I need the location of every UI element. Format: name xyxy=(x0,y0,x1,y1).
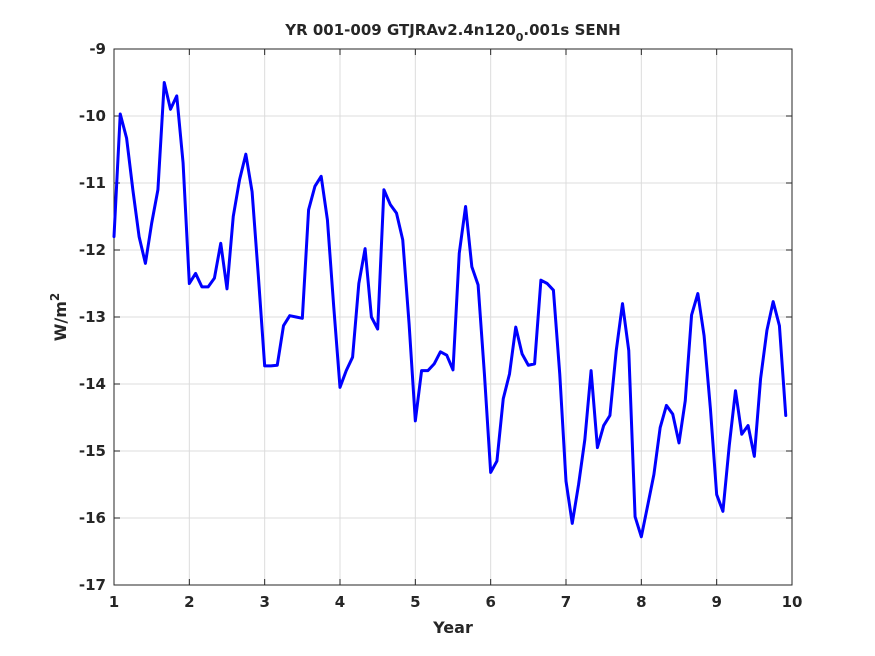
y-tick-label: -15 xyxy=(79,442,106,460)
y-axis-label: W/m2 xyxy=(48,293,70,342)
x-tick-label: 4 xyxy=(335,593,345,611)
x-axis-ticks: 1 2 3 4 5 6 7 8 9 10 xyxy=(109,49,803,611)
chart-title-tail: .001s SENH xyxy=(523,21,620,39)
series-line xyxy=(112,81,788,539)
x-tick-label: 6 xyxy=(485,593,495,611)
x-axis-label: Year xyxy=(432,618,473,637)
x-tick-label: 5 xyxy=(410,593,420,611)
y-axis-label-main: W/m xyxy=(51,301,70,341)
y-tick-label: -17 xyxy=(79,576,106,594)
y-tick-label: -12 xyxy=(79,241,106,259)
y-axis-ticks: -9 -10 -11 -12 -13 -14 -15 -16 -17 xyxy=(79,40,792,594)
y-tick-label: -11 xyxy=(79,174,106,192)
x-tick-label: 8 xyxy=(636,593,646,611)
y-tick-label: -9 xyxy=(89,40,106,58)
x-tick-label: 1 xyxy=(109,593,119,611)
x-tick-label: 10 xyxy=(782,593,803,611)
y-tick-label: -13 xyxy=(79,308,106,326)
y-tick-label: -16 xyxy=(79,509,106,527)
chart-title-main: YR 001-009 GTJRAv2.4n120 xyxy=(284,21,516,39)
x-tick-label: 9 xyxy=(711,593,721,611)
y-tick-label: -14 xyxy=(79,375,106,393)
chart-title-subscript: 0 xyxy=(516,31,524,44)
y-axis-label-superscript: 2 xyxy=(48,293,62,301)
x-tick-label: 7 xyxy=(561,593,571,611)
x-tick-label: 2 xyxy=(184,593,194,611)
x-tick-label: 3 xyxy=(259,593,269,611)
y-tick-label: -10 xyxy=(79,107,106,125)
chart-title: YR 001-009 GTJRAv2.4n1200.001s SENH xyxy=(284,21,621,44)
